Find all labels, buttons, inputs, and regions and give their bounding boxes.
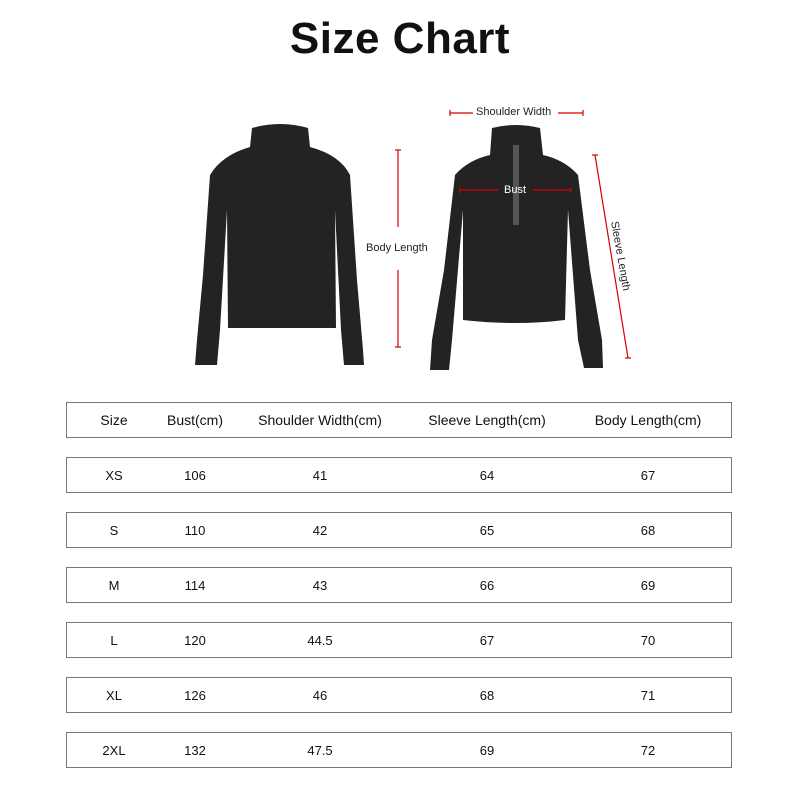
bust-label: Bust	[504, 184, 527, 196]
cell-bust: 126	[184, 687, 206, 703]
cell-bust: 120	[184, 632, 206, 648]
table-row: M 114 43 66 69	[66, 567, 732, 603]
table-row: XL 126 46 68 71	[66, 677, 732, 713]
header-shoulder-width: Shoulder Width(cm)	[258, 412, 382, 428]
cell-shoulder-width: 43	[312, 577, 328, 593]
cell-shoulder-width: 41	[312, 467, 328, 483]
cell-sleeve-length: 64	[479, 467, 495, 483]
table-header-row: Size Bust(cm) Shoulder Width(cm) Sleeve …	[66, 402, 732, 438]
header-size: Size	[100, 412, 128, 428]
header-bust: Bust(cm)	[167, 412, 223, 428]
shirt-front-image	[430, 125, 603, 370]
table-row: 2XL 132 47.5 69 72	[66, 732, 732, 768]
cell-size: L	[110, 632, 118, 648]
cell-bust: 132	[184, 742, 206, 758]
garment-diagram	[195, 110, 631, 370]
header-body-length: Body Length(cm)	[594, 412, 702, 428]
cell-shoulder-width: 42	[312, 522, 328, 538]
shirt-back-image	[195, 124, 364, 365]
cell-body-length: 69	[640, 577, 656, 593]
cell-bust: 106	[184, 467, 206, 483]
cell-body-length: 70	[640, 632, 656, 648]
page-title: Size Chart	[289, 14, 511, 63]
cell-sleeve-length: 65	[479, 522, 495, 538]
cell-shoulder-width: 47.5	[307, 742, 333, 758]
cell-body-length: 71	[640, 687, 656, 703]
cell-shoulder-width: 46	[312, 687, 328, 703]
cell-size: M	[108, 577, 120, 593]
cell-sleeve-length: 66	[479, 577, 495, 593]
cell-size: XS	[105, 467, 123, 483]
zipper-icon	[513, 145, 519, 225]
cell-sleeve-length: 68	[479, 687, 495, 703]
shoulder-width-label: Shoulder Width	[476, 106, 552, 118]
cell-sleeve-length: 69	[479, 742, 495, 758]
cell-sleeve-length: 67	[479, 632, 495, 648]
header-sleeve-length: Sleeve Length(cm)	[428, 412, 546, 428]
cell-size: S	[109, 522, 119, 538]
cell-size: XL	[106, 687, 122, 703]
table-row: XS 106 41 64 67	[66, 457, 732, 493]
cell-bust: 114	[184, 577, 206, 593]
cell-size: 2XL	[102, 742, 126, 758]
cell-bust: 110	[184, 522, 206, 538]
cell-body-length: 72	[640, 742, 656, 758]
sleeve-length-line	[594, 154, 629, 359]
body-length-label: Body Length	[366, 242, 428, 254]
cell-body-length: 67	[640, 467, 656, 483]
table-row: L 120 44.5 67 70	[66, 622, 732, 658]
cell-body-length: 68	[640, 522, 656, 538]
cell-shoulder-width: 44.5	[307, 632, 333, 648]
table-row: S 110 42 65 68	[66, 512, 732, 548]
